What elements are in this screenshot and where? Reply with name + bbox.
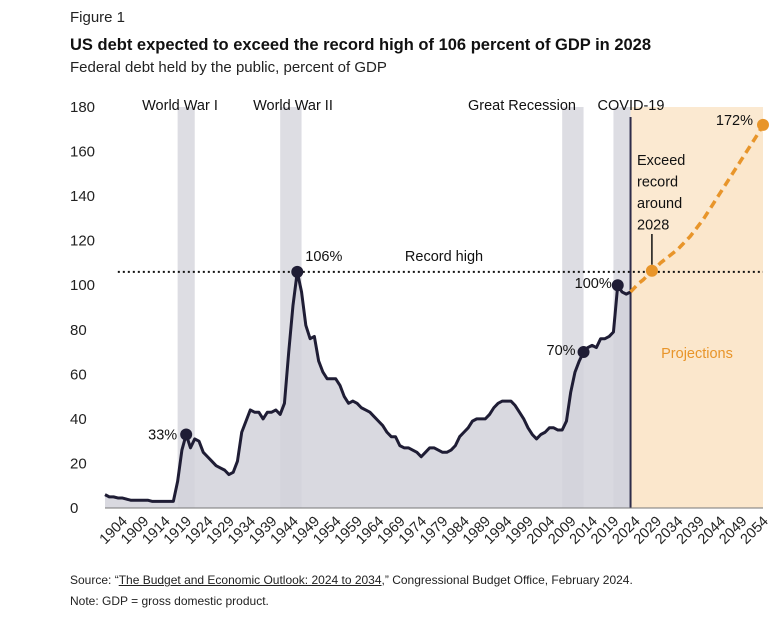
band-label-3: COVID-19 [598,98,665,114]
callout-point [577,346,590,359]
annotation-line: around [637,196,682,212]
callout-label: 106% [305,249,342,265]
y-tick-label: 0 [70,500,78,517]
y-tick-label: 180 [70,99,95,116]
chart-labels: World War I World War II Great Recession CO… [142,98,753,443]
callout-label: 33% [148,427,177,443]
y-tick-label: 40 [70,411,87,428]
historical-debt-line [104,270,632,503]
axes: 0204060801001201401601801904190919141919… [70,99,772,548]
chart-subtitle: Federal debt held by the public, percent… [70,59,387,76]
projection-background [630,107,763,508]
band-label-0: World War I [142,98,218,114]
annotation-line: record [637,175,678,191]
source-note: Source: “The Budget and Economic Outlook… [70,573,633,587]
callout-label: 70% [547,343,576,359]
shaded-band-0 [177,107,195,508]
projections-label: Projections [661,346,733,362]
y-tick-label: 100 [70,277,95,294]
y-tick-label: 20 [70,455,87,472]
callout-point [611,279,624,292]
callout-label: 172% [716,113,753,129]
source-prefix: Source: “ [70,573,119,587]
chart-title: US debt expected to exceed the record hi… [70,36,652,54]
source-suffix: ,” Congressional Budget Office, February… [381,573,633,587]
y-tick-label: 80 [70,322,87,339]
band-label-2: Great Recession [468,98,576,114]
y-tick-label: 120 [70,233,95,250]
source-link[interactable]: The Budget and Economic Outlook: 2024 to… [118,573,382,587]
y-tick-label: 60 [70,366,87,383]
historical-area [105,271,631,508]
callout-point [645,264,658,277]
callout-point [757,118,769,131]
gdp-note: Note: GDP = gross domestic product. [70,594,269,608]
record-high-label: Record high [405,249,483,265]
callout-label: 100% [575,276,612,292]
band-label-1: World War II [253,98,333,114]
historical-fill [105,271,631,508]
y-tick-label: 160 [70,144,95,161]
callout-point [291,265,304,278]
projection-area [630,107,763,509]
callout-points [180,118,769,441]
annotation-line: 2028 [637,218,669,234]
figure-label: Figure 1 [70,9,126,26]
callout-point [180,428,193,441]
y-tick-label: 140 [70,188,95,205]
annotation-line: Exceed [637,153,685,169]
